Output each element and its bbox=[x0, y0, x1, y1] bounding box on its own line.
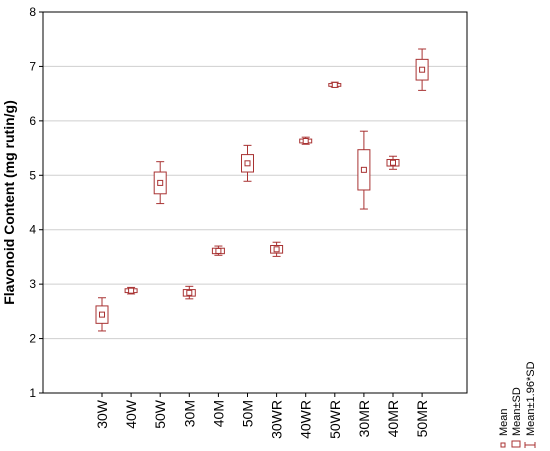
mean-marker bbox=[390, 159, 396, 166]
x-tick-label: 30WR bbox=[269, 400, 285, 439]
box-50WR bbox=[328, 81, 342, 88]
x-tick-label: 30W bbox=[94, 399, 110, 429]
gridlines bbox=[43, 65, 467, 340]
legend-mean-icon bbox=[500, 442, 506, 448]
mean-marker bbox=[302, 137, 309, 144]
box-40WR bbox=[299, 136, 313, 145]
mean-marker bbox=[215, 247, 222, 254]
x-tick-label: 50M bbox=[240, 400, 256, 427]
box-40MR bbox=[386, 155, 400, 170]
legend-label: Mean bbox=[498, 408, 510, 436]
mean-marker bbox=[99, 311, 105, 318]
mean-marker bbox=[419, 66, 426, 73]
mean-marker bbox=[331, 81, 338, 88]
box-50MR bbox=[415, 48, 429, 91]
y-tick-label: 2 bbox=[29, 332, 36, 346]
box-40W bbox=[124, 286, 138, 295]
box-30WR bbox=[270, 241, 284, 257]
legend: Mean Mean±SD Mean±1.96*SD bbox=[498, 361, 537, 448]
y-tick-label: 4 bbox=[29, 223, 36, 237]
legend-sd-icon bbox=[511, 440, 521, 448]
x-tick-label: 30M bbox=[181, 400, 197, 427]
mean-marker bbox=[244, 160, 251, 167]
y-tick-label: 7 bbox=[29, 59, 36, 73]
mean-marker bbox=[128, 287, 135, 294]
x-tick-label: 40MR bbox=[385, 400, 401, 437]
y-tick-label: 1 bbox=[29, 386, 36, 400]
x-tick-label: 50MR bbox=[414, 400, 430, 437]
x-tick-label: 40W bbox=[123, 399, 139, 429]
box-50M bbox=[241, 144, 254, 182]
box-50W bbox=[153, 161, 167, 205]
legend-label: Mean±1.96*SD bbox=[525, 361, 537, 436]
box-series bbox=[95, 48, 429, 332]
box-30MR bbox=[357, 130, 371, 210]
y-axis-label: Flavonoid Content (mg rutin/g) bbox=[1, 100, 17, 305]
x-tick-label: 50WR bbox=[327, 400, 343, 439]
box-40M bbox=[211, 245, 225, 256]
mean-marker bbox=[157, 179, 164, 186]
legend-label: Mean±SD bbox=[511, 387, 523, 436]
y-axis-ticks: 1 2 3 4 5 6 7 8 bbox=[29, 5, 43, 400]
x-axis-labels: 30W 40W 50W 30M 40M 50M 30WR 40WR 50WR 30MR 40MR 50… bbox=[94, 393, 430, 439]
legend-item-1: Mean±SD bbox=[511, 387, 523, 448]
plot-frame bbox=[42, 11, 468, 394]
mean-marker bbox=[360, 166, 367, 173]
x-tick-label: 40WR bbox=[298, 400, 314, 439]
y-tick-label: 8 bbox=[29, 5, 36, 19]
box-30W bbox=[95, 297, 109, 332]
x-tick-label: 40M bbox=[210, 400, 226, 427]
x-tick-label: 30MR bbox=[356, 400, 372, 437]
mean-marker bbox=[273, 246, 280, 253]
x-tick-label: 50W bbox=[152, 399, 168, 429]
legend-item-0: Mean bbox=[498, 408, 510, 448]
legend-item-2: Mean±1.96*SD bbox=[524, 361, 537, 448]
box-30M bbox=[182, 285, 196, 300]
y-tick-label: 5 bbox=[29, 168, 36, 182]
y-tick-label: 6 bbox=[29, 114, 36, 128]
y-tick-label: 3 bbox=[29, 277, 36, 291]
mean-marker bbox=[186, 289, 193, 296]
